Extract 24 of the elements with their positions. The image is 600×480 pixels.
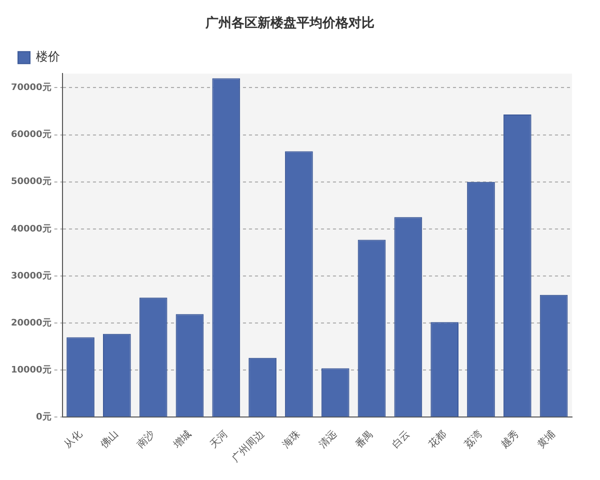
y-tick-label: 10000元 (11, 364, 52, 376)
y-tick-label: 30000元 (11, 270, 52, 282)
x-tick-label: 黄埔 (535, 428, 558, 451)
x-tick-label: 从化 (62, 428, 84, 451)
x-tick-label: 天河 (207, 428, 230, 451)
x-tick-label: 增城 (170, 428, 194, 452)
x-tick-label: 南沙 (134, 428, 158, 451)
y-tick-label: 50000元 (11, 176, 52, 188)
legend-label: 楼价 (36, 50, 60, 64)
x-tick-label: 番禺 (353, 428, 376, 451)
y-tick-label: 40000元 (11, 223, 52, 234)
x-tick-label: 海珠 (280, 428, 303, 451)
x-tick-label: 佛山 (98, 428, 121, 451)
x-tick-label: 广州周边 (230, 428, 266, 465)
x-tick-label: 白云 (390, 428, 412, 451)
x-tick-label: 清远 (316, 428, 340, 451)
y-tick-label: 70000元 (11, 82, 52, 94)
y-tick-label: 0元 (36, 412, 52, 423)
y-tick-label: 60000元 (11, 129, 52, 140)
y-tick-label: 20000元 (11, 317, 52, 328)
x-tick-label: 荔湾 (462, 428, 485, 451)
chart-title: 广州各区新楼盘平均价格对比 (204, 15, 374, 32)
x-tick-label: 越秀 (498, 428, 522, 451)
x-tick-label: 花都 (426, 428, 449, 451)
